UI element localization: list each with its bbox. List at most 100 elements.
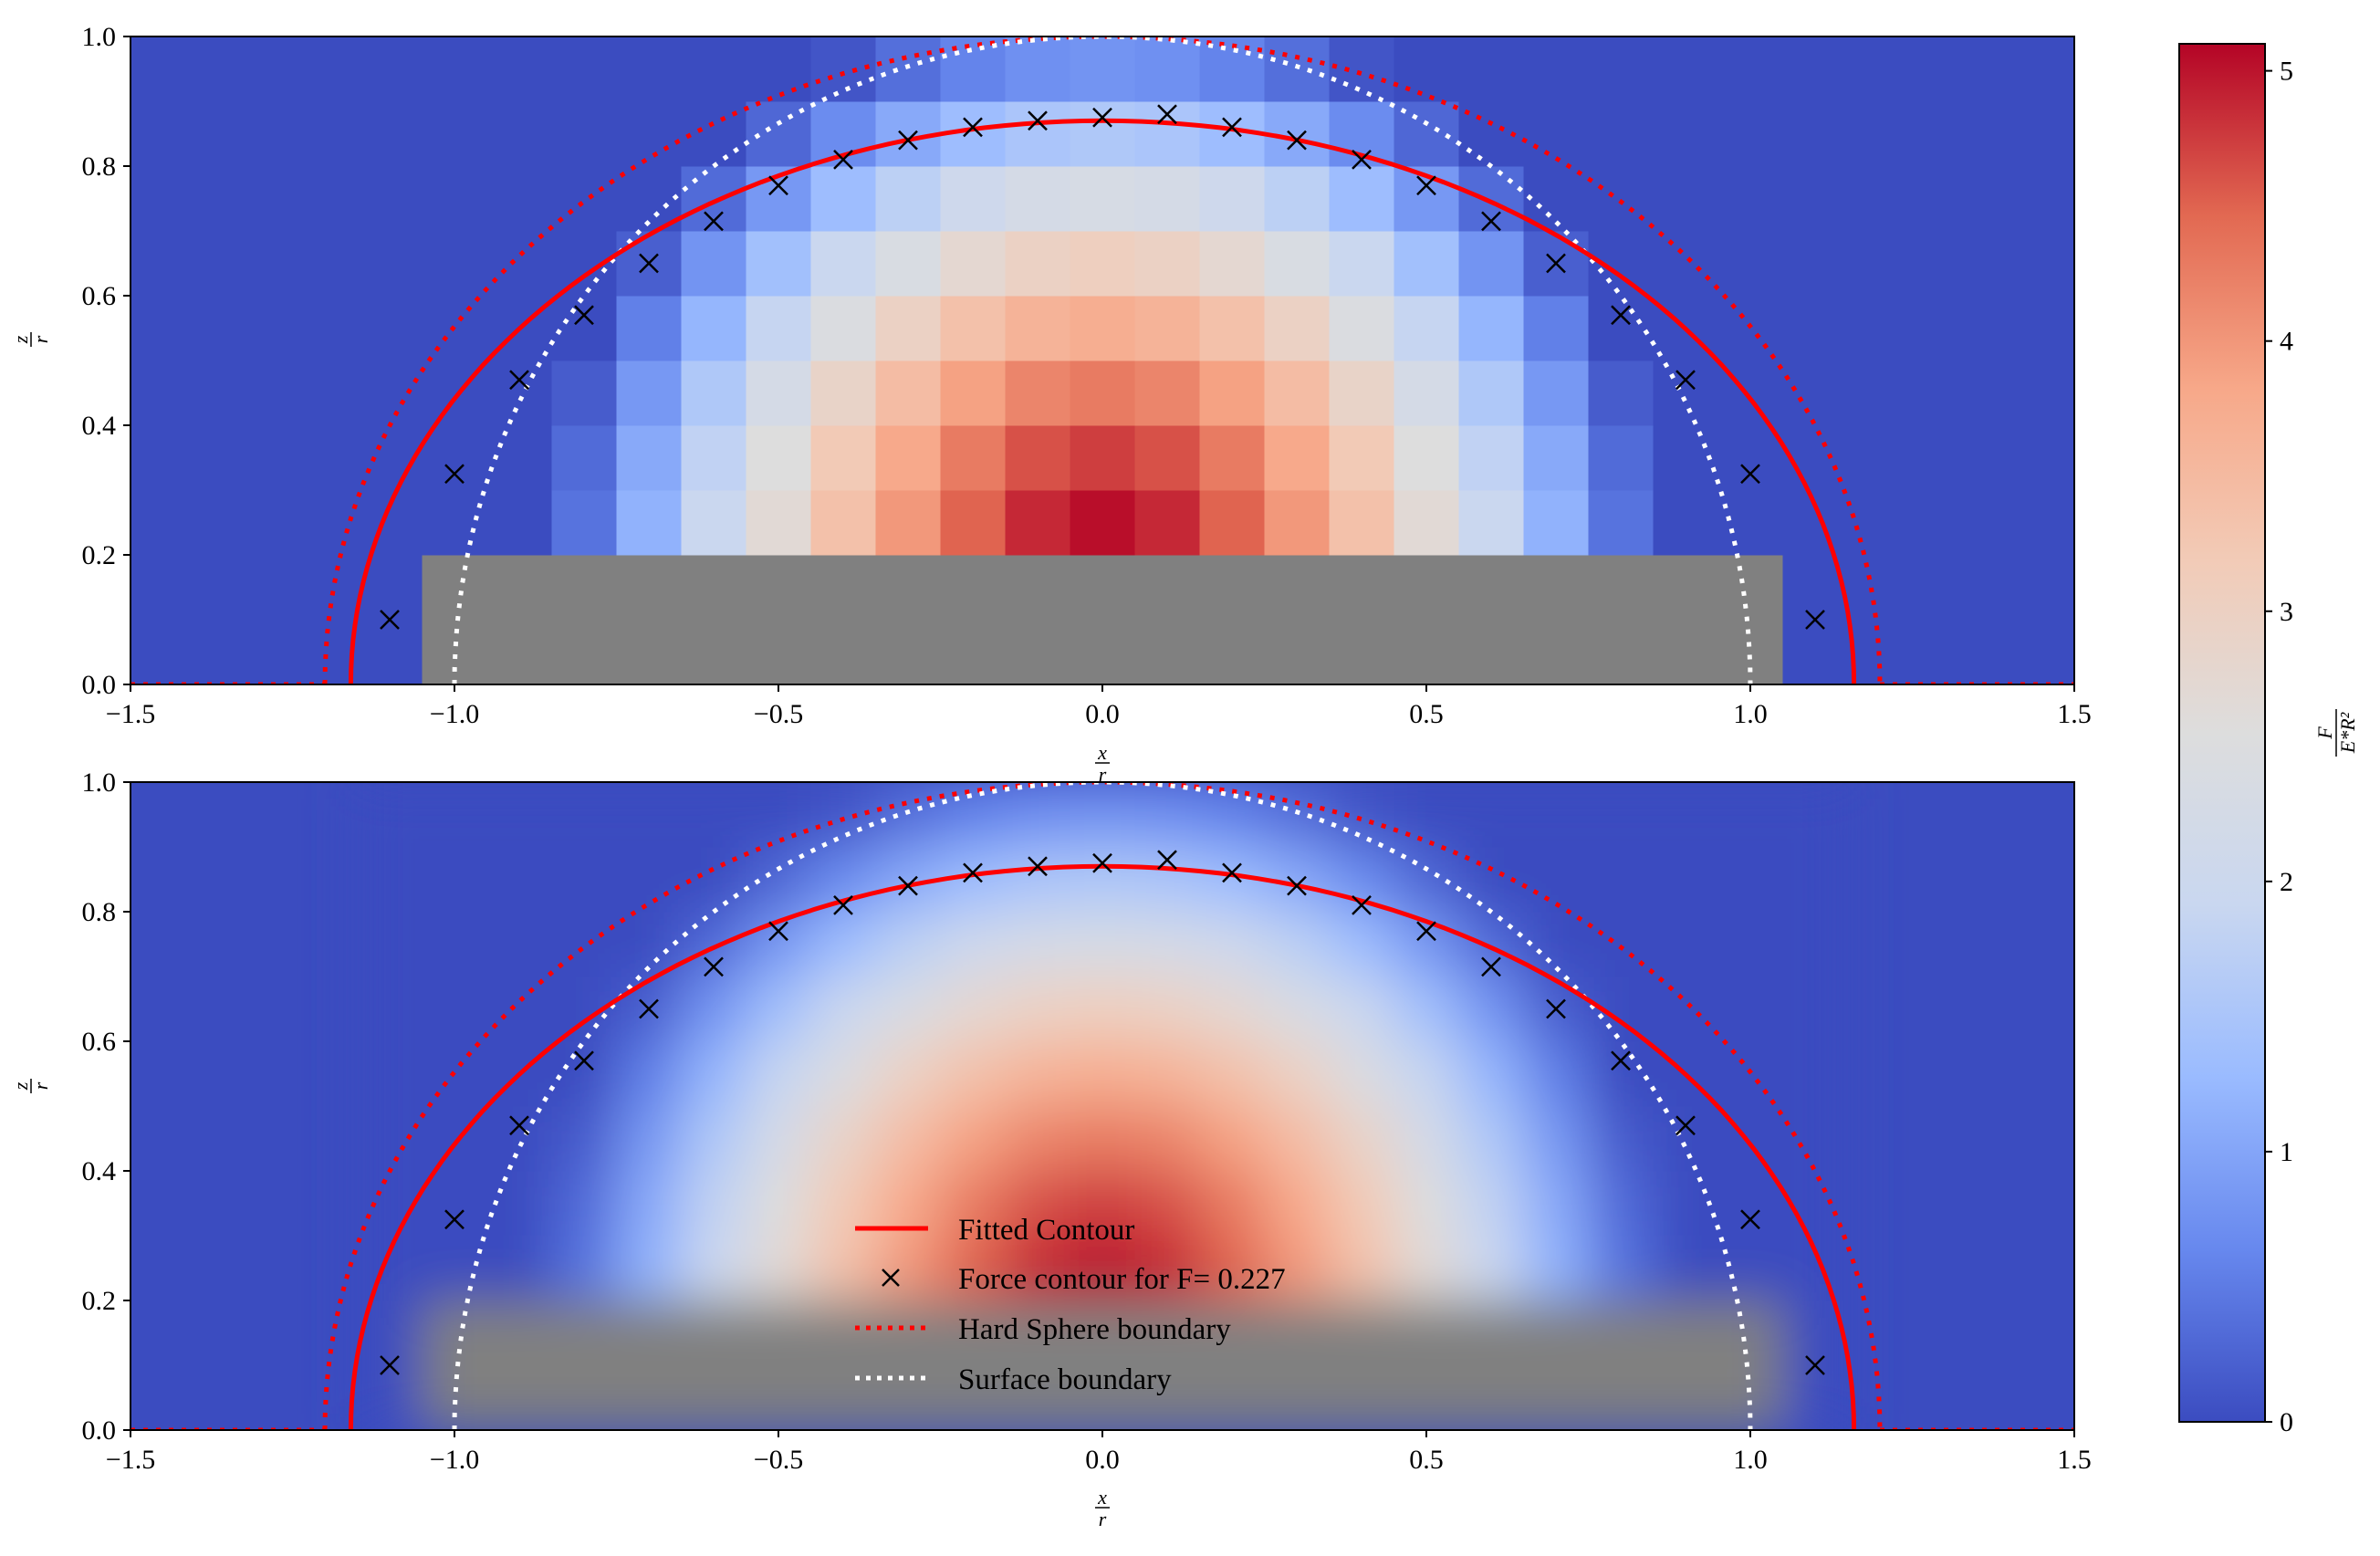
heatmap-cell (1264, 490, 1330, 556)
heatmap-cell (1394, 360, 1459, 426)
heatmap-cell (616, 1236, 682, 1301)
heatmap-cell (1329, 360, 1394, 426)
x-tick-label: −1.5 (106, 699, 155, 729)
heatmap-cell (1394, 37, 1459, 102)
heatmap-cell (1134, 37, 1200, 102)
heatmap-cell (1782, 425, 1848, 491)
x-tick-label: 0.5 (1409, 699, 1444, 729)
heatmap-cell (422, 231, 487, 297)
heatmap-cell (1458, 1365, 1524, 1430)
top-y-ticks: 0.0 0.2 0.4 0.6 0.8 1.0 (82, 22, 130, 700)
heatmap-cell (810, 1171, 876, 1237)
heatmap-cell (746, 782, 811, 848)
heatmap-cell (1329, 1041, 1394, 1107)
x-tick-label: −1.5 (106, 1445, 155, 1475)
heatmap-cell (810, 555, 876, 621)
heatmap-cell (1394, 1171, 1459, 1237)
heatmap-cell (1199, 912, 1265, 977)
heatmap-cell (486, 912, 552, 977)
heatmap-cell (1070, 101, 1135, 167)
bottom-y-label-num: z (9, 1081, 32, 1091)
heatmap-cell (1005, 101, 1070, 167)
heatmap-cell (1523, 620, 1589, 684)
heatmap-cell (681, 101, 746, 167)
heatmap-cell (486, 1300, 552, 1366)
heatmap-cell (1782, 1236, 1848, 1301)
heatmap-cell (1070, 37, 1135, 102)
heatmap-cell (1653, 1300, 1718, 1366)
heatmap-cell (1653, 490, 1718, 556)
heatmap-cell (1070, 912, 1135, 977)
heatmap-cell (357, 101, 423, 167)
heatmap-cell (1588, 1365, 1654, 1430)
heatmap-cell (551, 425, 617, 491)
heatmap-cell (1782, 620, 1848, 684)
heatmap-cell (1005, 1236, 1070, 1301)
heatmap-cell (422, 490, 487, 556)
heatmap-cell (1653, 1106, 1718, 1172)
force-contour-marker (1481, 211, 1501, 232)
heatmap-cell (357, 1106, 423, 1172)
heatmap-cell (357, 37, 423, 102)
bottom-contour-overlays (130, 782, 2074, 1430)
heatmap-cell (1264, 425, 1330, 491)
heatmap-cell (1264, 782, 1330, 848)
x-tick-label: 1.0 (1733, 1445, 1768, 1475)
colorbar-tick-label: 1 (2280, 1137, 2293, 1167)
heatmap-cell (1782, 912, 1848, 977)
force-contour-marker (1352, 150, 1372, 170)
heatmap-cell (1329, 1236, 1394, 1301)
heatmap-cell (1134, 166, 1200, 232)
force-contour-marker (898, 875, 918, 896)
x-tick-label: 0.0 (1085, 699, 1120, 729)
heatmap-cell (810, 912, 876, 977)
force-contour-marker (1611, 305, 1631, 326)
heatmap-cell (1329, 1106, 1394, 1172)
heatmap-cell (1329, 620, 1394, 684)
heatmap-cell (1458, 1171, 1524, 1237)
heatmap-cell (1070, 555, 1135, 621)
force-contour-marker (704, 211, 724, 232)
top-panel: −1.5 −1.0 −0.5 0.0 0.5 1.0 1.5 0.0 0.2 0.4 0.6 0.8… (9, 22, 2092, 786)
heatmap-cell (1005, 912, 1070, 977)
heatmap-cell (1394, 620, 1459, 684)
heatmap-cell (1070, 296, 1135, 361)
heatmap-cell (357, 231, 423, 297)
heatmap-cell (1653, 976, 1718, 1042)
heatmap-cell (681, 37, 746, 102)
heatmap-cell (1134, 976, 1200, 1042)
force-contour-marker (963, 117, 983, 138)
heatmap-cell (1005, 782, 1070, 848)
heatmap-cell (1070, 847, 1135, 913)
y-tick-label: 0.8 (82, 151, 117, 182)
force-contour-marker (574, 305, 594, 326)
heatmap-cell (1264, 976, 1330, 1042)
y-tick-label: 1.0 (82, 768, 117, 798)
heatmap-cell (746, 296, 811, 361)
heatmap-cell (1458, 425, 1524, 491)
heatmap-cell (1134, 231, 1200, 297)
heatmap-cell (940, 912, 1006, 977)
heatmap-cell (940, 166, 1006, 232)
heatmap-cell (1005, 360, 1070, 426)
heatmap-cell (1005, 490, 1070, 556)
heatmap-cell (1329, 296, 1394, 361)
heatmap-cell (1005, 1171, 1070, 1237)
legend: Fitted Contour Force contour for F= 0.22… (855, 1214, 1286, 1396)
force-contour-marker (380, 1355, 400, 1375)
colorbar-gradient (2178, 43, 2266, 1423)
heatmap-cell (746, 425, 811, 491)
bottom-x-axis-label: x r (1095, 1486, 1110, 1530)
heatmap-cell (616, 782, 682, 848)
heatmap-cell (1717, 620, 1783, 684)
heatmap-cell (551, 37, 617, 102)
heatmap-cell (1264, 1171, 1330, 1237)
heatmap-cell (681, 231, 746, 297)
force-contour-marker (704, 956, 724, 977)
heatmap-cell (1782, 101, 1848, 167)
heatmap-cell (422, 101, 487, 167)
heatmap-cell (616, 37, 682, 102)
heatmap-cell (1588, 1300, 1654, 1366)
force-contour-marker (1287, 875, 1307, 896)
heatmap-cell (1329, 912, 1394, 977)
